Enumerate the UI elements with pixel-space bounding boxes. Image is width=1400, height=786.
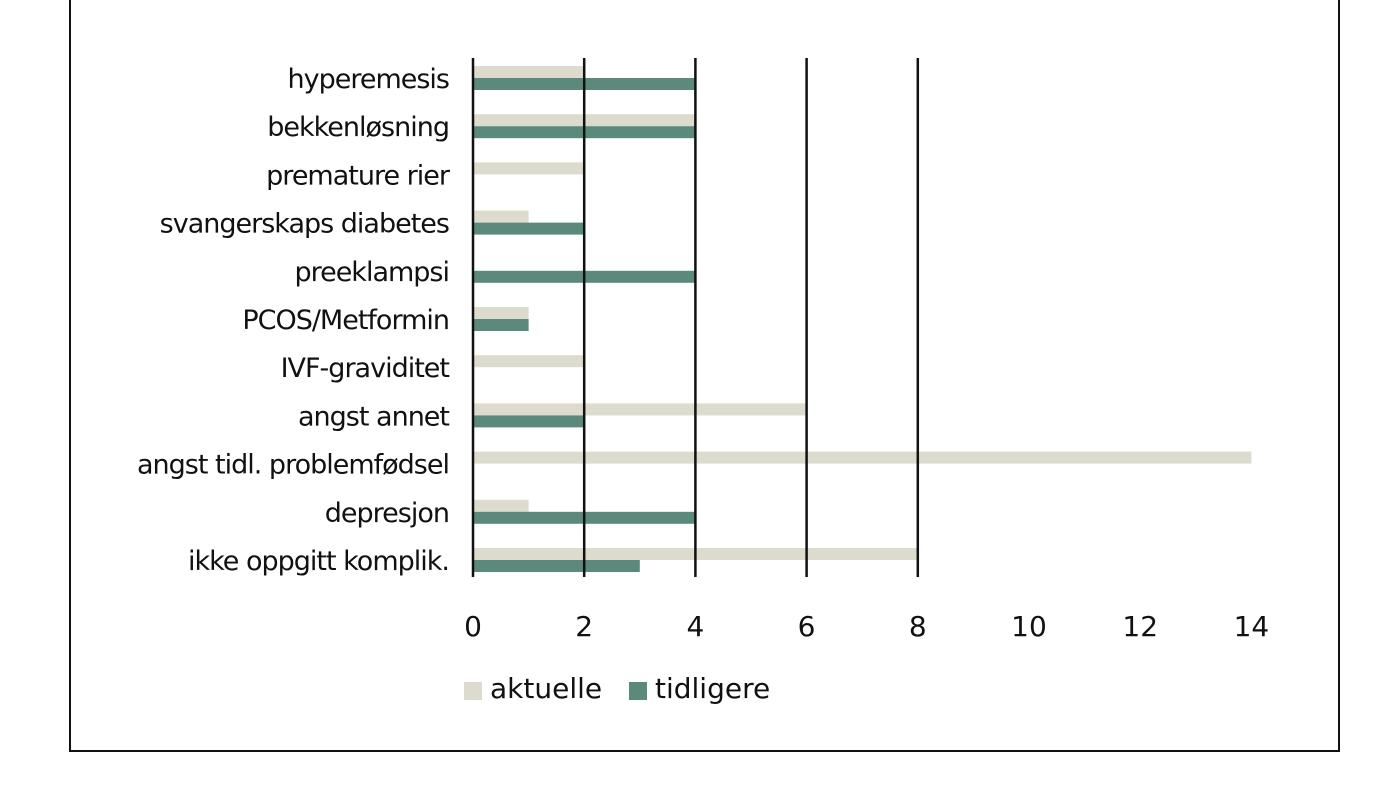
x-tick-label-12: 12 <box>1122 610 1158 643</box>
category-label-9: angst tidl. problemfødsel <box>137 450 449 481</box>
category-label-8: angst annet <box>298 401 449 432</box>
bar-tidligere-8 <box>473 415 585 428</box>
bar-aktuelle-9 <box>473 451 1252 464</box>
bar-aktuelle-10 <box>473 499 529 512</box>
category-label-10: depresjon <box>325 498 449 529</box>
x-tick-label-4: 4 <box>686 610 704 643</box>
gridlines-layer <box>471 58 920 577</box>
x-tick-label-8: 8 <box>909 610 927 643</box>
category-label-3: premature rier <box>266 160 451 191</box>
x-axis-tick-labels: 0 2 4 6 8 10 12 14 <box>464 610 1269 643</box>
legend-label-tidligere: tidligere <box>655 672 770 705</box>
bar-aktuelle-1 <box>473 66 585 78</box>
x-tick-label-14: 14 <box>1234 610 1270 643</box>
bar-aktuelle-7 <box>473 355 585 368</box>
category-label-2: bekkenløsning <box>267 112 449 143</box>
legend: aktuelle tidligere <box>464 672 770 705</box>
category-label-6: PCOS/Metformin <box>242 305 449 336</box>
category-labels: hyperemesis bekkenløsning premature rier sv… <box>137 64 452 577</box>
legend-swatch-tidligere <box>629 682 647 700</box>
bar-aktuelle-3 <box>473 162 585 175</box>
bar-aktuelle-4 <box>473 210 529 223</box>
legend-label-aktuelle: aktuelle <box>490 672 602 705</box>
bar-tidligere-6 <box>473 319 529 331</box>
chart-frame <box>69 0 1340 752</box>
bars-layer <box>473 66 1252 572</box>
bar-tidligere-11 <box>473 560 640 572</box>
category-label-5: preeklampsi <box>294 257 449 288</box>
category-label-11: ikke oppgitt komplik. <box>188 546 449 577</box>
x-tick-label-0: 0 <box>464 610 482 643</box>
bar-aktuelle-6 <box>473 307 529 319</box>
category-label-1: hyperemesis <box>287 64 449 95</box>
category-label-7: IVF-graviditet <box>281 353 450 384</box>
x-tick-label-2: 2 <box>575 610 593 643</box>
bar-aktuelle-8 <box>473 403 807 416</box>
x-tick-label-6: 6 <box>798 610 816 643</box>
x-tick-label-10: 10 <box>1011 610 1047 643</box>
category-label-4: svangerskaps diabetes <box>160 209 449 240</box>
bar-tidligere-4 <box>473 222 585 235</box>
legend-swatch-aktuelle <box>464 682 482 700</box>
